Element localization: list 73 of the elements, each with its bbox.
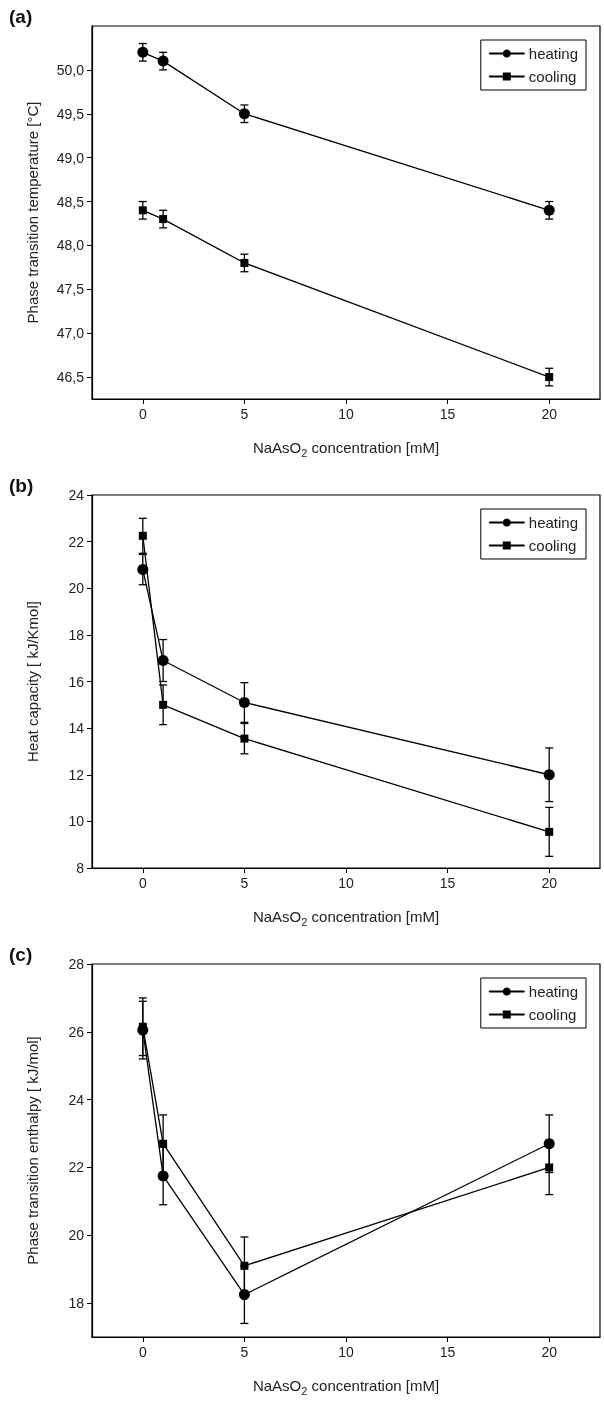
legend-label: cooling xyxy=(528,537,577,554)
y-tick-label: 47,0 xyxy=(56,325,85,342)
legend-label: heating xyxy=(528,514,579,531)
point xyxy=(157,1170,169,1182)
x-tick-label: 10 xyxy=(338,1344,354,1360)
y-axis-title: Phase transition enthalpy [ kJ/mol] xyxy=(24,1036,41,1265)
y-tick-label: 20 xyxy=(68,580,85,597)
y-tick-label: 46,5 xyxy=(56,369,85,386)
point xyxy=(240,734,249,743)
point xyxy=(157,655,169,667)
point xyxy=(137,46,149,58)
point xyxy=(543,769,555,781)
point xyxy=(159,215,168,224)
point xyxy=(137,564,149,576)
chart-title: (a) xyxy=(9,6,33,27)
y-axis-title: Phase transition temperature [°C] xyxy=(24,101,41,324)
y-tick-label: 50,0 xyxy=(56,61,85,78)
y-tick-label: 22 xyxy=(68,533,85,550)
point xyxy=(138,206,147,215)
y-tick-label: 28 xyxy=(68,956,85,972)
point xyxy=(238,108,250,120)
x-tick-label: 5 xyxy=(240,875,249,891)
y-tick-label: 18 xyxy=(68,626,85,643)
x-tick-label: 20 xyxy=(541,1344,558,1360)
y-tick-label: 49,5 xyxy=(56,105,85,122)
y-axis-title: Heat capacity [ kJ/Kmol] xyxy=(24,601,41,762)
y-tick-label: 47,5 xyxy=(56,281,85,298)
x-tick-label: 20 xyxy=(541,875,558,891)
chart-title: (b) xyxy=(9,475,34,496)
y-tick-label: 10 xyxy=(68,813,85,830)
point xyxy=(159,1139,168,1148)
point xyxy=(543,204,555,216)
x-tick-label: 0 xyxy=(138,1344,147,1360)
y-tick-label: 48,5 xyxy=(56,193,85,210)
x-tick-label: 0 xyxy=(138,875,147,891)
y-tick-label: 24 xyxy=(68,1091,85,1108)
y-tick-label: 16 xyxy=(68,673,85,690)
point xyxy=(545,827,554,836)
y-tick-label: 18 xyxy=(68,1295,85,1312)
x-tick-label: 15 xyxy=(439,406,456,422)
x-tick-label: 5 xyxy=(240,1344,249,1360)
point xyxy=(240,258,249,267)
y-tick-label: 22 xyxy=(68,1159,85,1176)
y-tick-label: 8 xyxy=(76,860,85,876)
legend-label: cooling xyxy=(528,68,577,85)
y-tick-label: 12 xyxy=(68,766,85,783)
point xyxy=(238,1289,250,1301)
legend-label: heating xyxy=(528,983,579,1000)
x-tick-label: 20 xyxy=(541,406,558,422)
y-tick-label: 48,0 xyxy=(56,237,85,254)
x-tick-label: 15 xyxy=(439,875,456,891)
y-tick-label: 14 xyxy=(68,720,85,737)
point xyxy=(545,1163,554,1172)
point xyxy=(543,1138,555,1150)
point xyxy=(240,1261,249,1270)
x-tick-label: 10 xyxy=(338,875,354,891)
legend-label: heating xyxy=(528,45,579,62)
y-tick-label: 26 xyxy=(68,1023,85,1040)
x-tick-label: 5 xyxy=(240,406,249,422)
legend-label: cooling xyxy=(528,1006,577,1023)
point xyxy=(238,696,250,708)
x-tick-label: 0 xyxy=(138,406,147,422)
point xyxy=(157,55,169,67)
y-tick-label: 20 xyxy=(68,1227,85,1244)
x-tick-label: 10 xyxy=(338,406,354,422)
chart-title: (c) xyxy=(9,944,33,965)
point xyxy=(137,1024,149,1036)
y-tick-label: 49,0 xyxy=(56,149,85,166)
point xyxy=(159,700,168,709)
point xyxy=(138,531,147,540)
y-tick-label: 24 xyxy=(68,487,85,503)
x-tick-label: 15 xyxy=(439,1344,456,1360)
point xyxy=(545,373,554,382)
